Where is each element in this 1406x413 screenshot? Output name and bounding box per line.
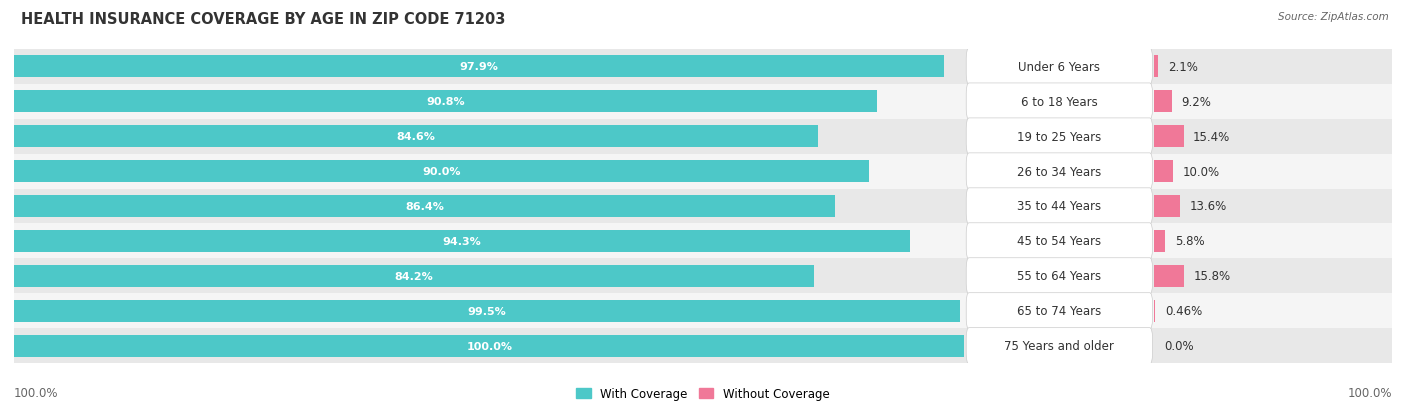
Text: 15.8%: 15.8% <box>1194 270 1232 283</box>
Text: 75 Years and older: 75 Years and older <box>1004 339 1115 352</box>
Text: 2.1%: 2.1% <box>1168 61 1198 74</box>
Legend: With Coverage, Without Coverage: With Coverage, Without Coverage <box>572 382 834 405</box>
Bar <box>14 230 910 252</box>
Bar <box>14 126 818 147</box>
FancyBboxPatch shape <box>966 328 1153 364</box>
Bar <box>14 56 945 78</box>
Bar <box>14 335 965 357</box>
Text: 0.46%: 0.46% <box>1164 305 1202 318</box>
Text: 6 to 18 Years: 6 to 18 Years <box>1021 95 1098 108</box>
Bar <box>14 84 1392 119</box>
Text: 55 to 64 Years: 55 to 64 Years <box>1018 270 1101 283</box>
Text: 100.0%: 100.0% <box>14 386 59 399</box>
Text: Under 6 Years: Under 6 Years <box>1018 61 1101 74</box>
Text: 86.4%: 86.4% <box>405 202 444 211</box>
FancyBboxPatch shape <box>966 154 1153 190</box>
Bar <box>1154 196 1180 217</box>
FancyBboxPatch shape <box>966 258 1153 294</box>
Text: 90.8%: 90.8% <box>426 97 465 107</box>
Text: 97.9%: 97.9% <box>460 62 499 72</box>
Text: 26 to 34 Years: 26 to 34 Years <box>1017 165 1101 178</box>
Bar <box>1154 56 1159 78</box>
FancyBboxPatch shape <box>966 84 1153 120</box>
Bar <box>14 300 959 322</box>
Text: 45 to 54 Years: 45 to 54 Years <box>1018 235 1101 248</box>
Text: 100.0%: 100.0% <box>467 341 512 351</box>
Text: 9.2%: 9.2% <box>1181 95 1211 108</box>
Bar <box>14 196 835 217</box>
Text: 15.4%: 15.4% <box>1194 130 1230 143</box>
FancyBboxPatch shape <box>966 49 1153 85</box>
Text: 99.5%: 99.5% <box>467 306 506 316</box>
Bar <box>1154 266 1184 287</box>
Text: 94.3%: 94.3% <box>443 236 481 247</box>
Text: 0.0%: 0.0% <box>1164 339 1194 352</box>
Bar <box>14 154 1392 189</box>
Bar <box>1154 126 1184 147</box>
Text: HEALTH INSURANCE COVERAGE BY AGE IN ZIP CODE 71203: HEALTH INSURANCE COVERAGE BY AGE IN ZIP … <box>21 12 506 27</box>
Text: 10.0%: 10.0% <box>1182 165 1220 178</box>
FancyBboxPatch shape <box>966 188 1153 225</box>
Bar <box>14 294 1392 329</box>
Bar <box>14 91 877 113</box>
Bar <box>14 119 1392 154</box>
FancyBboxPatch shape <box>966 119 1153 155</box>
Text: 84.6%: 84.6% <box>396 132 436 142</box>
Text: 13.6%: 13.6% <box>1189 200 1227 213</box>
Bar <box>14 161 869 183</box>
Bar <box>14 329 1392 363</box>
Bar <box>14 259 1392 294</box>
Text: 5.8%: 5.8% <box>1175 235 1205 248</box>
Bar <box>1154 91 1171 113</box>
Bar <box>14 50 1392 84</box>
FancyBboxPatch shape <box>966 223 1153 259</box>
Bar <box>1154 230 1166 252</box>
Bar <box>14 266 814 287</box>
FancyBboxPatch shape <box>966 293 1153 329</box>
Text: 84.2%: 84.2% <box>395 271 433 281</box>
Text: 100.0%: 100.0% <box>1347 386 1392 399</box>
Bar <box>14 189 1392 224</box>
Text: 19 to 25 Years: 19 to 25 Years <box>1017 130 1101 143</box>
Text: Source: ZipAtlas.com: Source: ZipAtlas.com <box>1278 12 1389 22</box>
Bar <box>1154 161 1174 183</box>
Text: 65 to 74 Years: 65 to 74 Years <box>1017 305 1101 318</box>
Text: 90.0%: 90.0% <box>422 166 461 177</box>
Text: 35 to 44 Years: 35 to 44 Years <box>1018 200 1101 213</box>
Bar <box>14 224 1392 259</box>
